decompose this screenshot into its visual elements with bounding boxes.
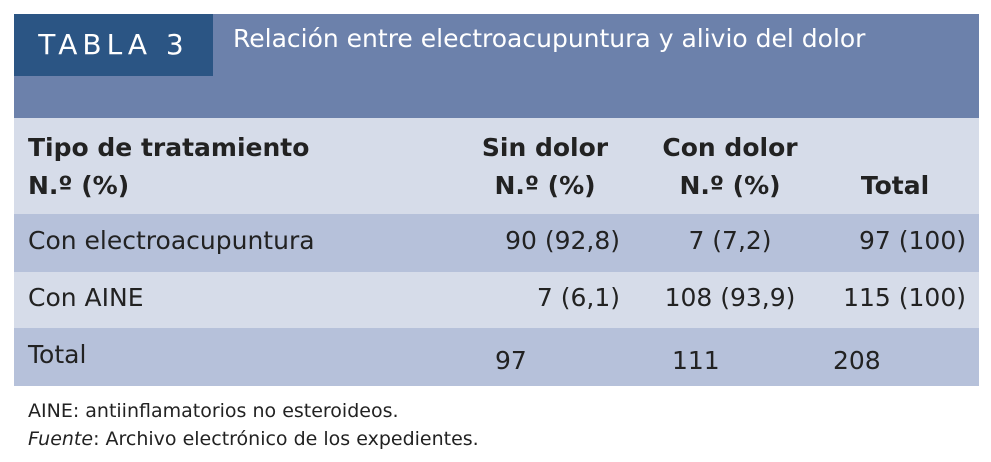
header-line: N.º (%) — [679, 171, 781, 200]
cell: 115 (100) — [843, 283, 966, 312]
header-line: Sin dolor — [481, 133, 609, 162]
cell: 7 (7,2) — [688, 226, 772, 255]
row-label: Con AINE — [28, 283, 144, 312]
row-bg — [14, 328, 979, 386]
column-header: Sin dolor N.º (%) — [470, 129, 620, 205]
cell: 111 — [672, 346, 720, 375]
header-line: Tipo de tratamiento — [28, 133, 310, 162]
header-line: N.º (%) — [28, 171, 130, 200]
cell: 208 — [833, 346, 881, 375]
table-label: TABLA 3 — [14, 14, 213, 76]
row-label: Con electroacupuntura — [28, 226, 315, 255]
header-line: Total — [860, 171, 930, 200]
cell: 97 — [495, 346, 527, 375]
cell: 97 (100) — [859, 226, 966, 255]
row-label: Total — [28, 340, 87, 369]
header-line: Con dolor — [662, 133, 798, 162]
column-header: Tipo de tratamiento N.º (%) — [28, 129, 309, 205]
footnote: AINE: antiinflamatorios no esteroideos. — [28, 400, 399, 422]
header-row — [14, 118, 979, 214]
source-note: Fuente: Archivo electrónico de los exped… — [28, 428, 479, 450]
cell: 108 (93,9) — [664, 283, 796, 312]
column-header: Con dolor N.º (%) — [645, 129, 815, 205]
source-text: : Archivo electrónico de los expedientes… — [93, 428, 479, 450]
table-title: Relación entre electroacupuntura y alivi… — [233, 24, 866, 53]
header-line: N.º (%) — [494, 171, 596, 200]
source-label: Fuente — [28, 428, 94, 450]
column-header: Total — [820, 167, 970, 205]
cell: 7 (6,1) — [536, 283, 620, 312]
cell: 90 (92,8) — [505, 226, 620, 255]
row-bg — [14, 214, 979, 272]
row-bg — [14, 272, 979, 328]
